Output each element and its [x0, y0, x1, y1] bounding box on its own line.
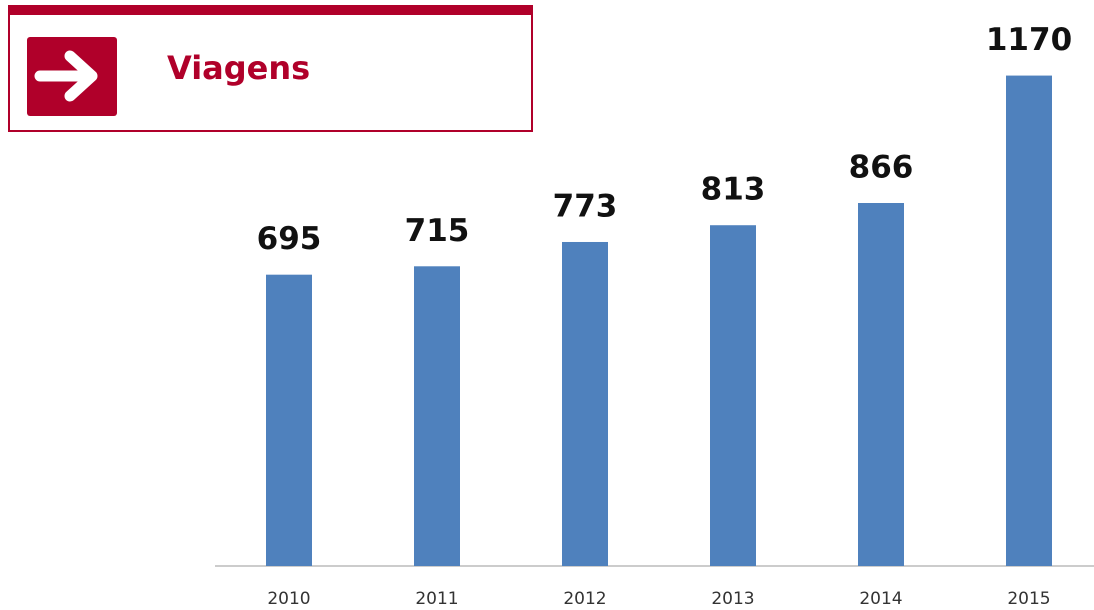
bar	[414, 266, 460, 566]
data-label: 866	[849, 150, 914, 186]
bar	[1006, 75, 1052, 566]
x-tick-label: 2015	[1007, 589, 1050, 609]
bar	[562, 241, 608, 566]
x-tick-label: 2012	[563, 589, 606, 609]
x-tick-label: 2011	[415, 589, 458, 609]
data-label: 715	[405, 213, 470, 249]
x-tick-label: 2013	[711, 589, 754, 609]
x-tick-label: 2014	[859, 589, 902, 609]
bar	[710, 225, 756, 566]
header-bar	[8, 5, 533, 15]
arrow-icon	[34, 50, 98, 102]
data-label: 695	[257, 221, 322, 257]
chart-title: Viagens	[167, 49, 310, 87]
data-label: 813	[701, 172, 766, 208]
bar	[266, 274, 312, 566]
data-label: 773	[553, 188, 618, 224]
bar	[858, 203, 904, 567]
x-tick-label: 2010	[267, 589, 310, 609]
data-label: 1170	[986, 22, 1072, 58]
